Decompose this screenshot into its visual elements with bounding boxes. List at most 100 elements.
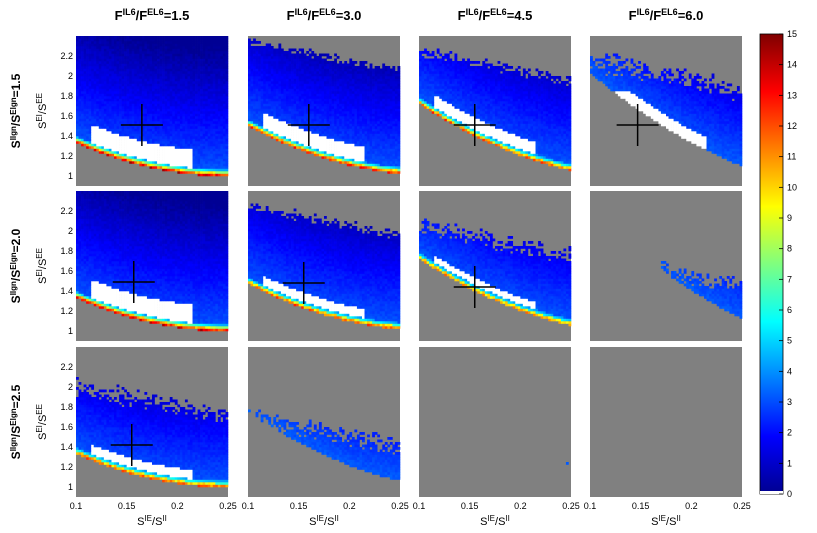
heatmap-cell [144,58,148,62]
heatmap-cell [116,156,120,159]
heatmap-cell [129,98,133,102]
heatmap-cell [202,66,206,69]
heatmap-cell [149,53,153,57]
heatmap-cell [177,93,181,97]
heatmap-cell [280,98,284,102]
heatmap-cell [263,116,267,119]
heatmap-cell [362,153,365,157]
heatmap-cell [286,141,289,144]
heatmap-cell [162,78,165,82]
heatmap-cell [124,63,127,67]
heatmap-cell [172,66,176,69]
heatmap-cell [313,81,317,84]
heatmap-cell [121,48,125,52]
heatmap-cell [364,121,368,124]
heatmap-cell [321,78,325,82]
heatmap-cell [341,146,345,149]
heatmap-cell [91,56,95,59]
heatmap-cell [139,138,143,142]
heatmap-cell [318,128,322,132]
heatmap-cell [356,148,360,152]
heatmap-cell [111,108,115,112]
heatmap-cell [197,106,201,109]
heatmap-cell [108,148,112,152]
heatmap-cell [278,66,282,69]
heatmap-cell [255,86,259,89]
heatmap-cell [192,96,196,99]
heatmap-cell [190,66,193,69]
heatmap-cell [108,73,112,77]
heatmap-cell [187,141,191,144]
heatmap-cell [172,113,176,117]
heatmap-cell [336,116,340,119]
heatmap-cell [91,106,95,109]
heatmap-cell [119,121,122,124]
heatmap-cell [126,151,130,154]
heatmap-cell [341,113,345,117]
heatmap-cell [291,138,294,142]
heatmap-cell [344,91,348,94]
heatmap-cell [329,71,332,74]
heatmap-cell [197,168,201,172]
heatmap-cell [215,163,219,167]
heatmap-cell [157,113,160,117]
heatmap-cell [318,108,322,112]
heatmap-cell [159,43,163,47]
heatmap-cell [182,61,186,64]
heatmap-cell [141,146,145,149]
heatmap-cell [164,163,168,167]
heatmap-cell [210,88,214,92]
heatmap-cell [215,58,219,62]
heatmap-cell [275,56,279,59]
heatmap-cell [124,93,127,97]
heatmap-cell [149,76,153,79]
heatmap-cell [367,103,370,107]
heatmap-cell [200,63,203,67]
heatmap-cell [187,111,191,114]
heatmap-cell [124,148,127,152]
heatmap-cell [157,158,160,162]
y-tick-label: 2.2 [60,51,73,61]
heatmap-cell [197,81,201,84]
heatmap-cell [220,123,224,127]
heatmap-cell [83,36,87,39]
heatmap-cell [356,106,360,109]
heatmap-cell [136,46,140,49]
heatmap-cell [248,63,251,67]
heatmap-cell [321,128,325,132]
heatmap-cell [81,53,84,57]
heatmap-cell [288,131,292,134]
heatmap-cell [129,96,133,99]
heatmap-cell [190,78,193,82]
heatmap-cell [215,173,219,177]
heatmap-cell [190,168,193,172]
heatmap-cell [316,93,320,97]
heatmap-cell [220,156,224,159]
heatmap-cell [146,61,150,64]
heatmap-cell [164,96,168,99]
heatmap-cell [336,88,340,92]
heatmap-cell [172,126,176,129]
heatmap-cell [108,138,112,142]
heatmap-cell [169,113,173,117]
heatmap-cell [359,93,363,97]
heatmap-cell [174,53,178,57]
heatmap-cell [278,128,282,132]
heatmap-cell [339,121,343,124]
heatmap-cell [263,103,267,107]
heatmap-cell [346,113,350,117]
heatmap-cell [101,41,105,44]
heatmap-cell [197,156,201,159]
heatmap-cell [341,63,345,67]
heatmap-cell [169,36,173,39]
heatmap-cell [119,108,122,112]
heatmap-cell [141,43,145,47]
heatmap-cell [76,133,79,137]
heatmap-cell [184,93,188,97]
heatmap-cell [207,36,211,39]
heatmap-cell [316,86,320,89]
heatmap-cell [195,123,198,127]
heatmap-cell [326,83,330,87]
heatmap-cell [283,138,287,142]
heatmap-cell [326,61,330,64]
